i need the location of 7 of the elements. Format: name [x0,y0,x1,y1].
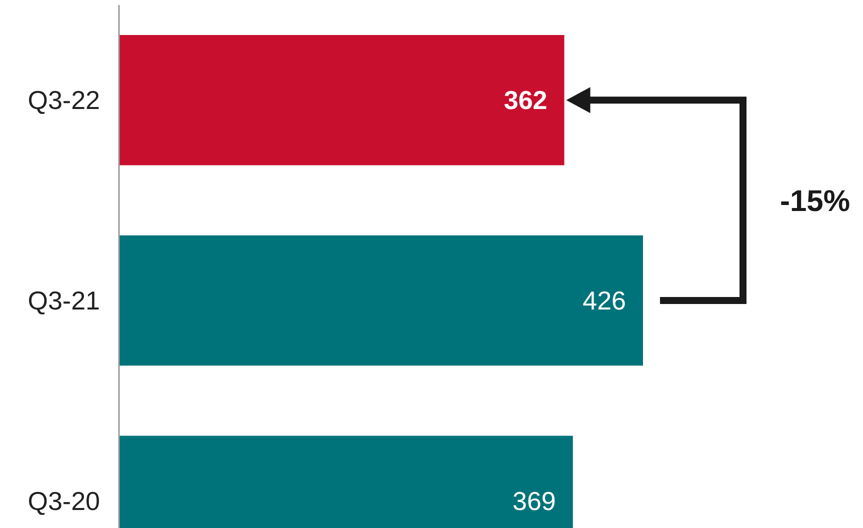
text: -15% [780,184,850,218]
data-label: 362 [504,85,548,116]
y-tick-label: Q3-21 [28,286,100,316]
data-label: 426 [582,286,626,316]
y-tick-label: Q3-22 [28,85,100,116]
y-tick-label: Q3-20 [28,486,100,516]
data-label: 369 [512,486,556,516]
